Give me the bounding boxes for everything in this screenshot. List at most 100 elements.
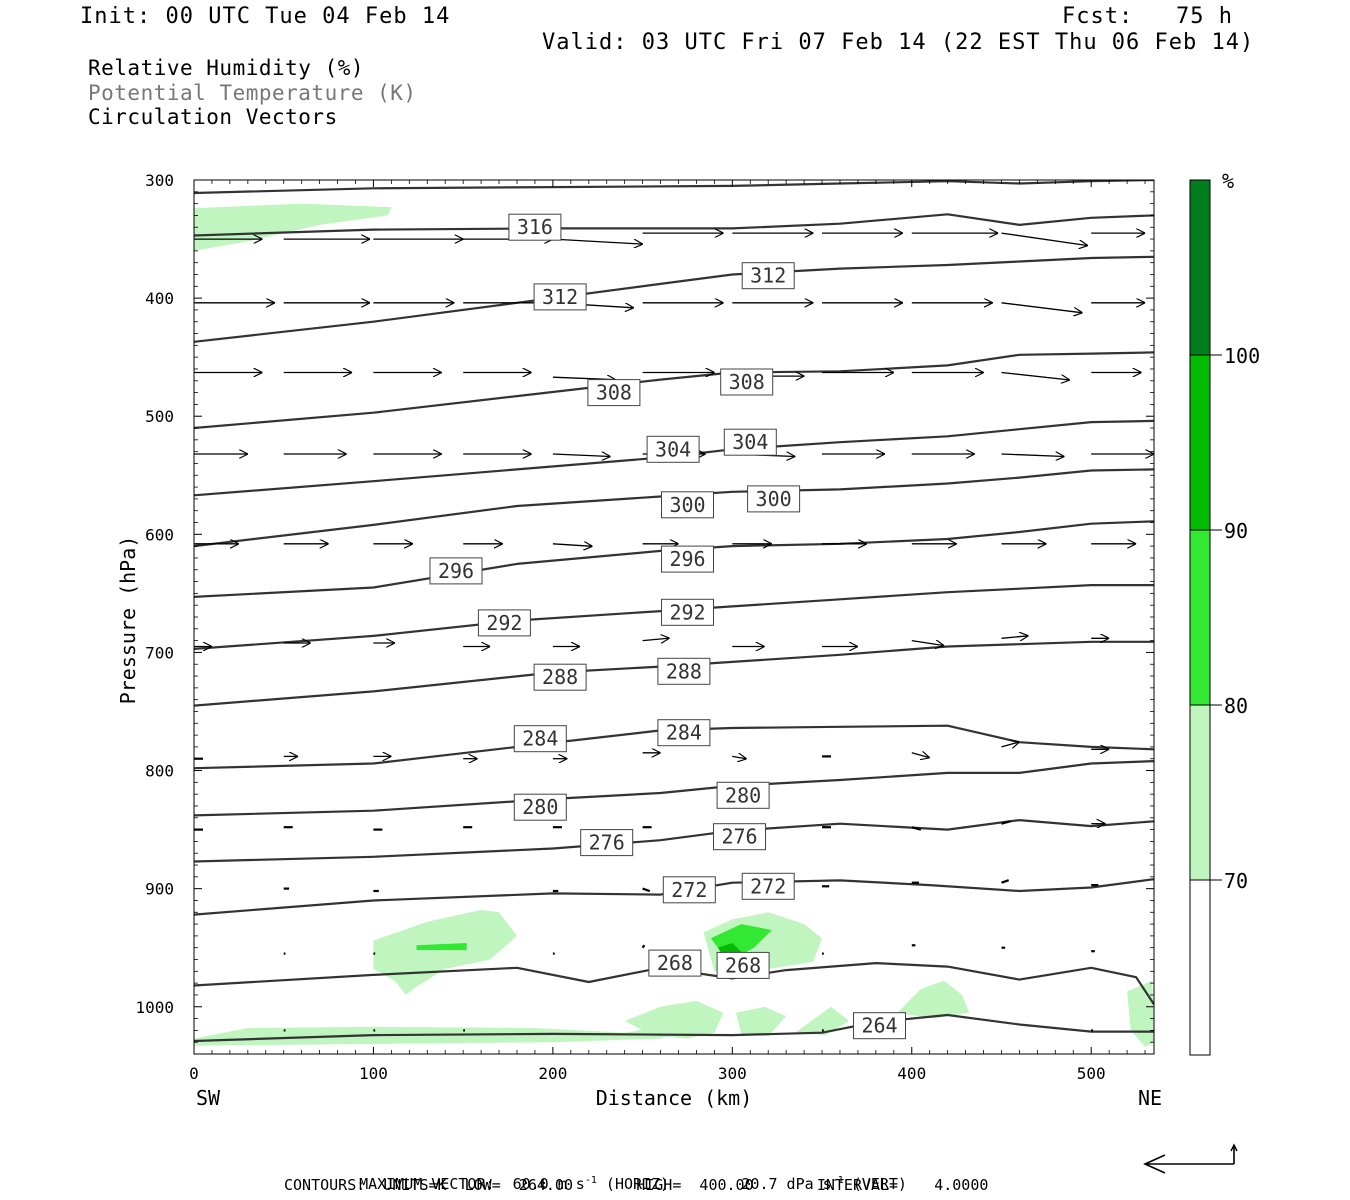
contour-label-19: 276 [580, 829, 634, 857]
contour-label-14: 288 [657, 657, 711, 685]
contour-label-text: 272 [750, 874, 786, 898]
legend-relative-humidity: Relative Humidity (%) [88, 56, 365, 80]
contour-label-text: 292 [486, 611, 522, 635]
contour-label-text: 308 [729, 370, 765, 394]
contour-label-18: 280 [716, 781, 770, 809]
vector-85 [1001, 820, 1011, 825]
theta-contour-312 [194, 255, 1154, 343]
vector-75 [1001, 742, 1020, 747]
contour-label-16: 284 [657, 719, 711, 747]
rh-region-70-3 [194, 1026, 679, 1046]
y-tick-label: 1000 [135, 998, 174, 1017]
theta-contour-280 [194, 760, 1154, 817]
y-tick-label: 500 [145, 407, 174, 426]
vector-90 [642, 887, 651, 893]
rh-region-70-6 [795, 1006, 849, 1036]
legend-potential-temperature: Potential Temperature (K) [88, 81, 417, 105]
vector-93 [1001, 879, 1010, 884]
contour-label-12: 292 [661, 598, 714, 626]
contour-label-0: 316 [508, 213, 562, 241]
contour-label-text: 292 [669, 600, 705, 624]
theta-contour-268 [194, 961, 1154, 1006]
x-tick-label: 200 [538, 1064, 567, 1083]
rh-region-70-0 [194, 203, 392, 251]
y-tick-label: 700 [145, 643, 174, 662]
x-tick-label: 0 [189, 1064, 199, 1083]
contour-label-21: 272 [662, 876, 716, 904]
contour-label-4: 308 [720, 368, 774, 396]
contour-label-10: 296 [661, 545, 714, 573]
colorbar-label: 80 [1224, 694, 1248, 718]
contour-label-9: 296 [429, 557, 483, 585]
contour-label-text: 284 [522, 727, 558, 751]
contour-label-text: 288 [542, 665, 578, 689]
contour-label-text: 312 [542, 285, 578, 309]
y-tick-label: 900 [145, 880, 174, 899]
vector-31 [1001, 371, 1070, 381]
y-tick-label: 600 [145, 525, 174, 544]
valid-time: Valid: 03 UTC Fri 07 Feb 14 (22 EST Thu … [542, 30, 1255, 55]
rh-region-70-5 [735, 1006, 787, 1037]
contour-label-text: 284 [666, 721, 702, 745]
colorbar-label: 90 [1224, 519, 1248, 543]
contour-label-13: 288 [533, 663, 587, 691]
vector-60 [642, 638, 670, 641]
contour-label-text: 272 [671, 878, 707, 902]
rh-region-70-7 [897, 980, 970, 1019]
contour-label-1: 312 [741, 262, 795, 290]
vector-63 [911, 641, 944, 646]
theta-contour-264 [194, 1013, 1154, 1043]
contour-label-15: 284 [513, 725, 567, 753]
x-end-left: SW [196, 1086, 221, 1110]
colorbar-label: 70 [1224, 869, 1248, 893]
colorbar-segment [1189, 529, 1211, 706]
contour-label-text: 296 [438, 559, 474, 583]
theta-contour-308 [194, 351, 1154, 430]
rh-region-80-10 [416, 943, 467, 951]
y-tick-label: 800 [145, 762, 174, 781]
contour-label-25: 264 [853, 1012, 906, 1040]
vector-48 [552, 544, 593, 547]
reference-vector-arrow [1143, 1143, 1238, 1174]
contour-label-text: 276 [589, 831, 625, 855]
vector-84 [911, 826, 922, 831]
contour-label-text: 280 [725, 783, 761, 807]
x-tick-label: 100 [359, 1064, 388, 1083]
contour-label-text: 312 [750, 264, 786, 288]
y-tick-label: 400 [145, 289, 174, 308]
vector-98 [641, 944, 646, 949]
theta-contour-292 [194, 583, 1154, 650]
x-tick-label: 300 [718, 1064, 747, 1083]
contour-label-20: 276 [713, 823, 766, 851]
colorbar-segment [1189, 354, 1211, 531]
vector-20 [1001, 302, 1083, 313]
contour-label-6: 304 [723, 428, 777, 456]
vector-64 [1001, 636, 1029, 639]
theta-contour-304 [194, 419, 1154, 497]
colorbar-label: 100 [1224, 344, 1260, 368]
contour-label-text: 268 [725, 953, 761, 977]
colorbar-unit: % [1222, 169, 1234, 193]
vector-42 [1001, 454, 1065, 457]
rh-region-70-8 [1127, 980, 1154, 1047]
vector-74 [911, 753, 930, 758]
contour-label-text: 264 [861, 1014, 897, 1038]
circulation-vectors [194, 233, 1154, 1032]
contour-labels: 316 312 312 308 308 304 304 300 300 296 296 292 292 2… [429, 213, 906, 1040]
contour-label-3: 308 [587, 379, 641, 407]
vector-72 [732, 756, 746, 759]
contour-label-text: 300 [756, 487, 792, 511]
theta-contour-320 [194, 180, 1154, 195]
contour-label-text: 300 [669, 493, 705, 517]
contour-label-text: 316 [517, 215, 553, 239]
contour-label-17: 280 [513, 793, 567, 821]
contour-label-text: 268 [657, 951, 693, 975]
contour-info-note: CONTOURS: UNITS=K LOW= 264.00 HIGH= 400.… [284, 1176, 989, 1194]
x-axis-title: Distance (km) [596, 1086, 753, 1110]
contour-label-text: 288 [666, 659, 702, 683]
contour-label-11: 292 [477, 609, 531, 637]
rh-region-70-4 [624, 1000, 724, 1039]
contour-label-text: 280 [522, 795, 558, 819]
x-tick-label: 400 [897, 1064, 926, 1083]
colorbar: % 70 80 90 100 [1189, 169, 1260, 1056]
